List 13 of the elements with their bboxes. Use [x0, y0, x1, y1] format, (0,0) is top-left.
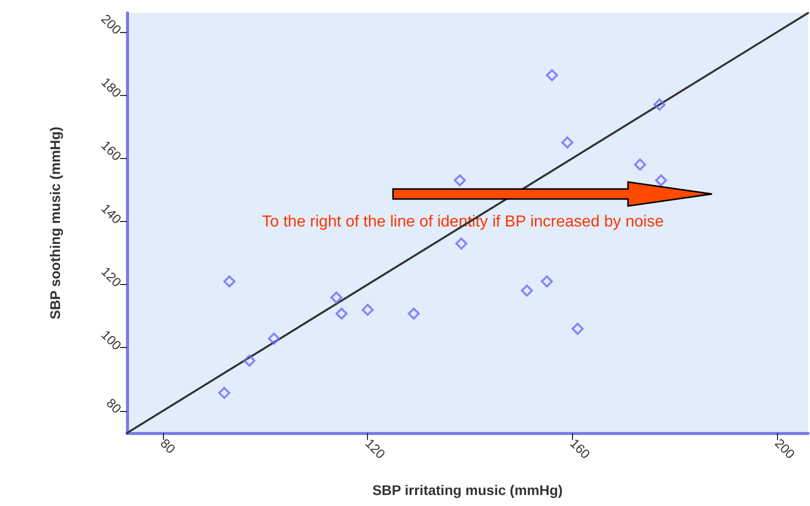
x-tick-label: 120: [362, 436, 388, 462]
y-axis-title: SBP soothing music (mmHg): [47, 126, 63, 320]
y-tick-label: 180: [98, 74, 124, 100]
y-tick-label: 80: [103, 395, 124, 416]
y-tick-label: 200: [98, 11, 124, 38]
x-tick-label: 200: [772, 436, 798, 462]
y-tick-label: 120: [98, 264, 124, 290]
x-tick-label: 160: [567, 436, 594, 462]
y-tick-label: 140: [98, 200, 124, 227]
x-axis-title: SBP irritating music (mmHg): [372, 482, 563, 498]
y-tick-label: 100: [98, 327, 124, 354]
y-tick-label: 160: [98, 138, 124, 164]
x-tick-label: 80: [158, 436, 178, 457]
